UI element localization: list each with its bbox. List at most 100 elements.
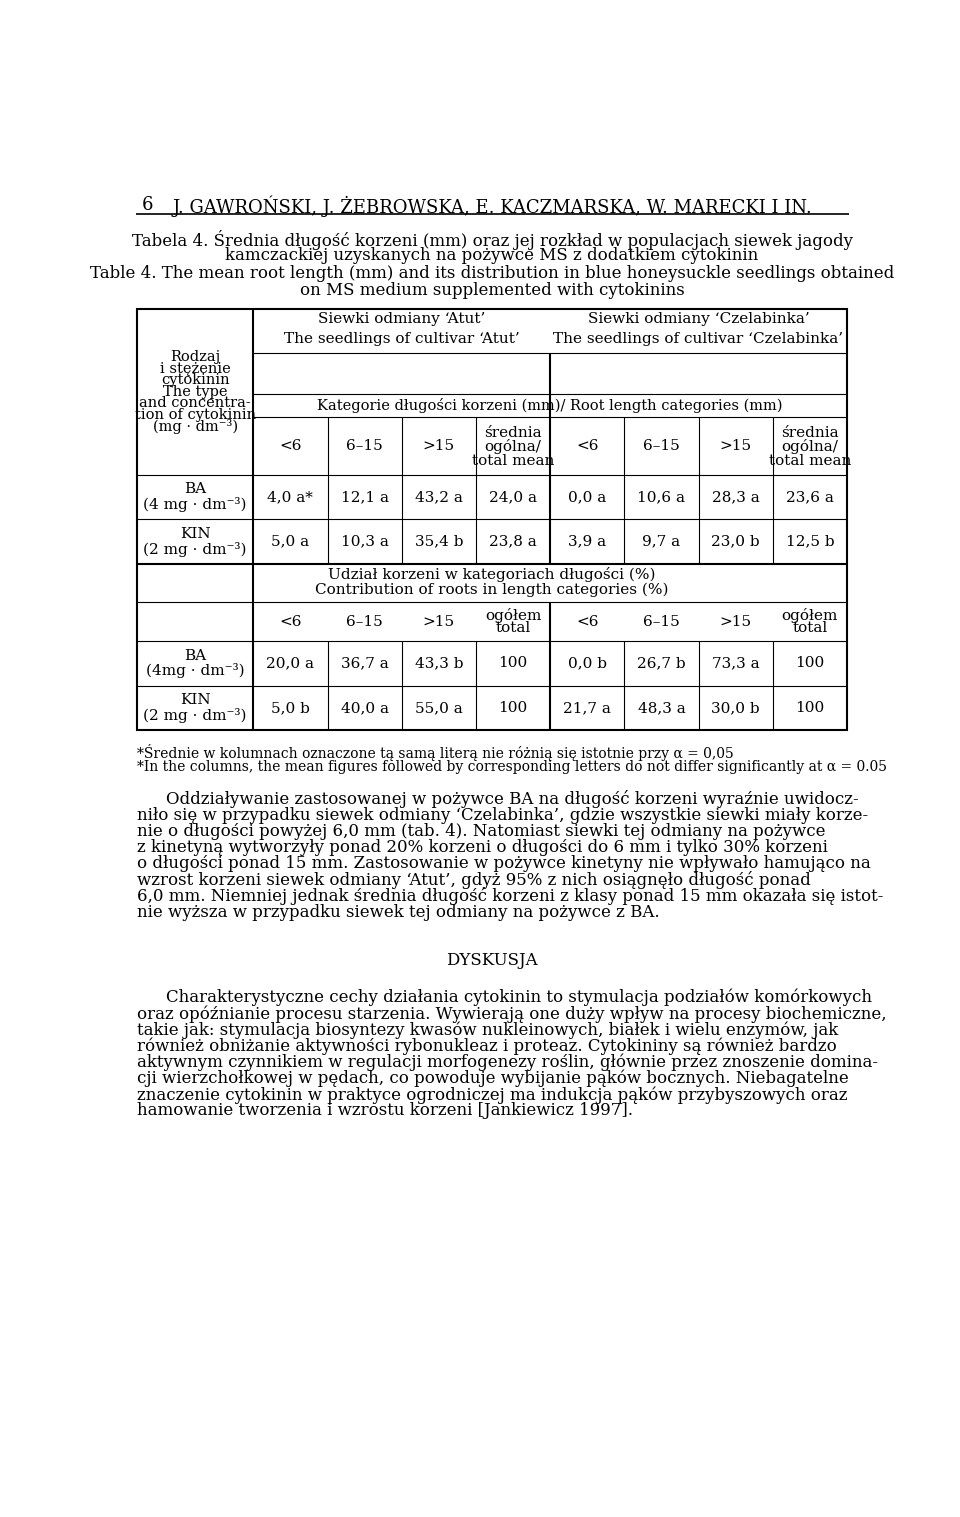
Text: Contribution of roots in length categories (%): Contribution of roots in length categori…	[315, 583, 669, 598]
Text: 6,0 mm. Niemniej jednak średnia długość korzeni z klasy ponad 15 mm okazała się : 6,0 mm. Niemniej jednak średnia długość …	[137, 887, 883, 906]
Text: 6–15: 6–15	[643, 614, 680, 628]
Text: 3,9 a: 3,9 a	[568, 534, 607, 549]
Text: 23,6 a: 23,6 a	[786, 490, 834, 504]
Text: o długości ponad 15 mm. Zastosowanie w pożywce kinetyny nie wpływało hamująco na: o długości ponad 15 mm. Zastosowanie w p…	[137, 856, 871, 872]
Text: 6–15: 6–15	[347, 438, 383, 452]
Text: on MS medium supplemented with cytokinins: on MS medium supplemented with cytokinin…	[300, 282, 684, 299]
Text: (4 mg · dm⁻³): (4 mg · dm⁻³)	[143, 498, 247, 513]
Text: Udział korzeni w kategoriach długości (%): Udział korzeni w kategoriach długości (%…	[328, 567, 656, 583]
Text: Table 4. The mean root length (mm) and its distribution in blue honeysuckle seed: Table 4. The mean root length (mm) and i…	[90, 265, 894, 282]
Text: 100: 100	[498, 701, 528, 715]
Text: takie jak: stymulacja biosyntezy kwasów nukleinowych, białek i wielu enzymów, ja: takie jak: stymulacja biosyntezy kwasów …	[137, 1021, 838, 1039]
Text: 12,5 b: 12,5 b	[785, 534, 834, 549]
Text: 30,0 b: 30,0 b	[711, 701, 760, 715]
Text: nie wyższa w przypadku siewek tej odmiany na pożywce z BA.: nie wyższa w przypadku siewek tej odmian…	[137, 904, 660, 921]
Text: total mean: total mean	[769, 454, 851, 467]
Text: 23,8 a: 23,8 a	[490, 534, 537, 549]
Text: J. GAWROŃSKI, J. ŻEBROWSKA, E. KACZMARSKA, W. MARECKI I IN.: J. GAWROŃSKI, J. ŻEBROWSKA, E. KACZMARSK…	[172, 196, 812, 217]
Text: również obniżanie aktywności rybonukleaz i proteaz. Cytokininy są również bardzo: również obniżanie aktywności rybonukleaz…	[137, 1038, 837, 1054]
Text: total: total	[495, 622, 531, 636]
Text: 21,7 a: 21,7 a	[564, 701, 612, 715]
Text: and concentra-: and concentra-	[139, 396, 252, 411]
Text: (mg · dm⁻³): (mg · dm⁻³)	[153, 419, 238, 434]
Text: średnia: średnia	[781, 426, 839, 440]
Text: 5,0 a: 5,0 a	[272, 534, 309, 549]
Text: 10,6 a: 10,6 a	[637, 490, 685, 504]
Text: 48,3 a: 48,3 a	[637, 701, 685, 715]
Text: 100: 100	[795, 657, 825, 671]
Text: ogółem: ogółem	[781, 608, 838, 622]
Text: The seedlings of cultivar ‘Atut’: The seedlings of cultivar ‘Atut’	[284, 332, 519, 346]
Text: total mean: total mean	[471, 454, 554, 467]
Text: BA: BA	[184, 649, 206, 663]
Text: Siewki odmiany ‘Atut’: Siewki odmiany ‘Atut’	[318, 313, 486, 326]
Text: 43,3 b: 43,3 b	[415, 657, 463, 671]
Text: ogólna/: ogólna/	[781, 440, 838, 455]
Text: nie o długości powyżej 6,0 mm (tab. 4). Natomiast siewki tej odmiany na pożywce: nie o długości powyżej 6,0 mm (tab. 4). …	[137, 822, 826, 840]
Text: 36,7 a: 36,7 a	[341, 657, 389, 671]
Text: 100: 100	[498, 657, 528, 671]
Text: 55,0 a: 55,0 a	[415, 701, 463, 715]
Text: total: total	[792, 622, 828, 636]
Text: z kinetyną wytworzyły ponad 20% korzeni o długości do 6 mm i tylko 30% korzeni: z kinetyną wytworzyły ponad 20% korzeni …	[137, 839, 828, 856]
Text: średnia: średnia	[484, 426, 541, 440]
Text: 4,0 a*: 4,0 a*	[268, 490, 313, 504]
Text: >15: >15	[720, 614, 752, 628]
Text: <6: <6	[576, 614, 598, 628]
Text: 24,0 a: 24,0 a	[489, 490, 537, 504]
Text: 35,4 b: 35,4 b	[415, 534, 463, 549]
Text: The type: The type	[163, 385, 228, 399]
Text: 73,3 a: 73,3 a	[711, 657, 759, 671]
Text: znaczenie cytokinin w praktyce ogrodniczej ma indukcja pąków przybyszowych oraz: znaczenie cytokinin w praktyce ogrodnicz…	[137, 1086, 848, 1103]
Text: *In the columns, the mean figures followed by corresponding letters do not diffe: *In the columns, the mean figures follow…	[137, 760, 887, 774]
Text: BA: BA	[184, 482, 206, 496]
Text: 6–15: 6–15	[347, 614, 383, 628]
Text: hamowanie tworzenia i wzrostu korzeni [Jankiewicz 1997].: hamowanie tworzenia i wzrostu korzeni [J…	[137, 1103, 633, 1120]
Text: >15: >15	[422, 438, 455, 452]
Bar	[137, 309, 847, 730]
Text: 0,0 a: 0,0 a	[568, 490, 607, 504]
Text: <6: <6	[576, 438, 598, 452]
Text: 10,3 a: 10,3 a	[341, 534, 389, 549]
Text: DYSKUSJA: DYSKUSJA	[446, 953, 538, 969]
Text: >15: >15	[720, 438, 752, 452]
Text: i stężenie: i stężenie	[159, 361, 230, 376]
Text: tion of cytokinin: tion of cytokinin	[134, 408, 255, 422]
Text: Charakterystyczne cechy działania cytokinin to stymulacja podziałów komórkowych: Charakterystyczne cechy działania cytoki…	[166, 989, 873, 1006]
Text: KIN: KIN	[180, 526, 210, 542]
Text: 23,0 b: 23,0 b	[711, 534, 760, 549]
Text: kamczackiej uzyskanych na pożywce MS z dodatkiem cytokinin: kamczackiej uzyskanych na pożywce MS z d…	[226, 247, 758, 264]
Text: cytokinin: cytokinin	[161, 373, 229, 387]
Text: oraz opóźnianie procesu starzenia. Wywierają one duży wpływ na procesy biochemic: oraz opóźnianie procesu starzenia. Wywie…	[137, 1006, 887, 1022]
Text: Siewki odmiany ‘Czelabinka’: Siewki odmiany ‘Czelabinka’	[588, 313, 809, 326]
Text: wzrost korzeni siewek odmiany ‘Atut’, gdyż 95% z nich osiągnęło długość ponad: wzrost korzeni siewek odmiany ‘Atut’, gd…	[137, 871, 811, 889]
Text: ogólna/: ogólna/	[485, 440, 541, 455]
Text: KIN: KIN	[180, 693, 210, 707]
Text: 28,3 a: 28,3 a	[711, 490, 759, 504]
Text: <6: <6	[279, 614, 301, 628]
Text: 12,1 a: 12,1 a	[341, 490, 389, 504]
Text: cji wierzchołkowej w pędach, co powoduje wybijanie pąków bocznych. Niebagatelne: cji wierzchołkowej w pędach, co powoduje…	[137, 1069, 849, 1088]
Text: 5,0 b: 5,0 b	[271, 701, 310, 715]
Text: <6: <6	[279, 438, 301, 452]
Text: 20,0 a: 20,0 a	[267, 657, 315, 671]
Text: 6–15: 6–15	[643, 438, 680, 452]
Text: (2 mg · dm⁻³): (2 mg · dm⁻³)	[143, 708, 247, 724]
Text: 0,0 b: 0,0 b	[567, 657, 607, 671]
Text: Oddziaływanie zastosowanej w pożywce BA na długość korzeni wyraźnie uwidocz-: Oddziaływanie zastosowanej w pożywce BA …	[166, 790, 859, 809]
Text: aktywnym czynnikiem w regulacji morfogenezy roślin, głównie przez znoszenie domi: aktywnym czynnikiem w regulacji morfogen…	[137, 1054, 878, 1071]
Text: The seedlings of cultivar ‘Czelabinka’: The seedlings of cultivar ‘Czelabinka’	[554, 332, 844, 346]
Text: Tabela 4. Średnia długość korzeni (mm) oraz jej rozkład w populacjach siewek jag: Tabela 4. Średnia długość korzeni (mm) o…	[132, 229, 852, 250]
Text: Kategorie długości korzeni (mm)/ Root length categories (mm): Kategorie długości korzeni (mm)/ Root le…	[318, 397, 782, 413]
Text: Rodzaj: Rodzaj	[170, 350, 220, 364]
Text: 9,7 a: 9,7 a	[642, 534, 681, 549]
Text: 6: 6	[142, 196, 154, 214]
Text: 43,2 a: 43,2 a	[415, 490, 463, 504]
Text: 40,0 a: 40,0 a	[341, 701, 389, 715]
Text: 100: 100	[795, 701, 825, 715]
Text: (4mg · dm⁻³): (4mg · dm⁻³)	[146, 663, 245, 678]
Text: ogółem: ogółem	[485, 608, 541, 622]
Text: (2 mg · dm⁻³): (2 mg · dm⁻³)	[143, 542, 247, 557]
Text: niło się w przypadku siewek odmiany ‘Czelabinka’, gdzie wszystkie siewki miały k: niło się w przypadku siewek odmiany ‘Cze…	[137, 807, 868, 824]
Text: >15: >15	[422, 614, 455, 628]
